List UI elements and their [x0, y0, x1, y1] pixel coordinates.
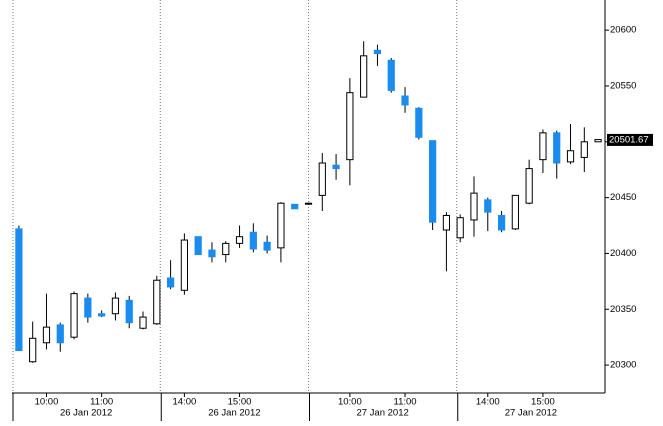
x-tick-label: 11:00: [90, 397, 113, 408]
candle-body: [553, 132, 561, 164]
candle-body: [98, 313, 106, 317]
candle-body: [332, 164, 340, 170]
x-tick-label: 11:00: [393, 397, 416, 408]
candle-body: [318, 162, 326, 196]
y-tick-label: 20400: [610, 248, 636, 259]
candle-body: [346, 92, 354, 161]
candle-body: [566, 150, 575, 163]
candle-body: [470, 192, 478, 221]
candle-body: [249, 231, 257, 250]
candle-body: [594, 139, 602, 143]
candle-body: [415, 107, 423, 138]
date-label: 27 Jan 2012: [505, 408, 557, 419]
date-label: 27 Jan 2012: [356, 408, 408, 419]
y-tick-label: 20600: [610, 25, 636, 36]
candle-body: [15, 228, 23, 352]
date-label: 26 Jan 2012: [208, 408, 260, 419]
y-tick-label: 20450: [610, 192, 636, 203]
candle-body: [263, 241, 271, 251]
candle-body: [42, 326, 51, 344]
candle-body: [29, 337, 37, 363]
candle-body: [456, 217, 464, 239]
candle-body: [401, 95, 409, 106]
candle-body: [208, 249, 216, 258]
candle-body: [484, 199, 492, 213]
x-tick-label: 15:00: [531, 397, 555, 408]
candle-body: [539, 132, 547, 161]
candle-body: [511, 194, 519, 230]
candle-body: [304, 202, 313, 205]
date-label: 26 Jan 2012: [60, 408, 112, 419]
x-tick-label: 14:00: [172, 397, 196, 408]
candle-body: [180, 239, 188, 291]
candle-body: [166, 277, 175, 288]
candle-body: [139, 316, 147, 329]
candle-body: [222, 242, 230, 256]
last-price-label: 20501.67: [609, 134, 649, 145]
last-price-box: [607, 133, 653, 146]
y-tick-label: 20350: [610, 304, 636, 315]
candle-body: [111, 297, 120, 315]
candle-body: [360, 55, 368, 98]
x-tick-label: 10:00: [35, 397, 59, 408]
y-tick-label: 20300: [610, 360, 636, 371]
candle-body: [387, 59, 395, 91]
candle-body: [235, 236, 244, 244]
candle-body: [429, 140, 437, 223]
x-tick-label: 15:00: [228, 397, 252, 408]
x-tick-label: 14:00: [476, 397, 500, 408]
candle-body: [291, 203, 299, 210]
x-tick-label: 10:00: [338, 397, 362, 408]
candle-body: [194, 236, 202, 256]
y-tick-label: 20550: [610, 80, 636, 91]
candle-body: [70, 293, 78, 338]
candle-body: [373, 49, 382, 55]
candle-body: [442, 214, 451, 231]
candle-body: [153, 279, 161, 325]
candle-body: [277, 202, 285, 249]
candle-body: [125, 299, 133, 324]
candle-body: [525, 168, 533, 204]
candle-body: [497, 214, 506, 231]
candle-body: [580, 141, 588, 158]
candle-body: [84, 297, 92, 318]
candle-body: [56, 324, 64, 344]
